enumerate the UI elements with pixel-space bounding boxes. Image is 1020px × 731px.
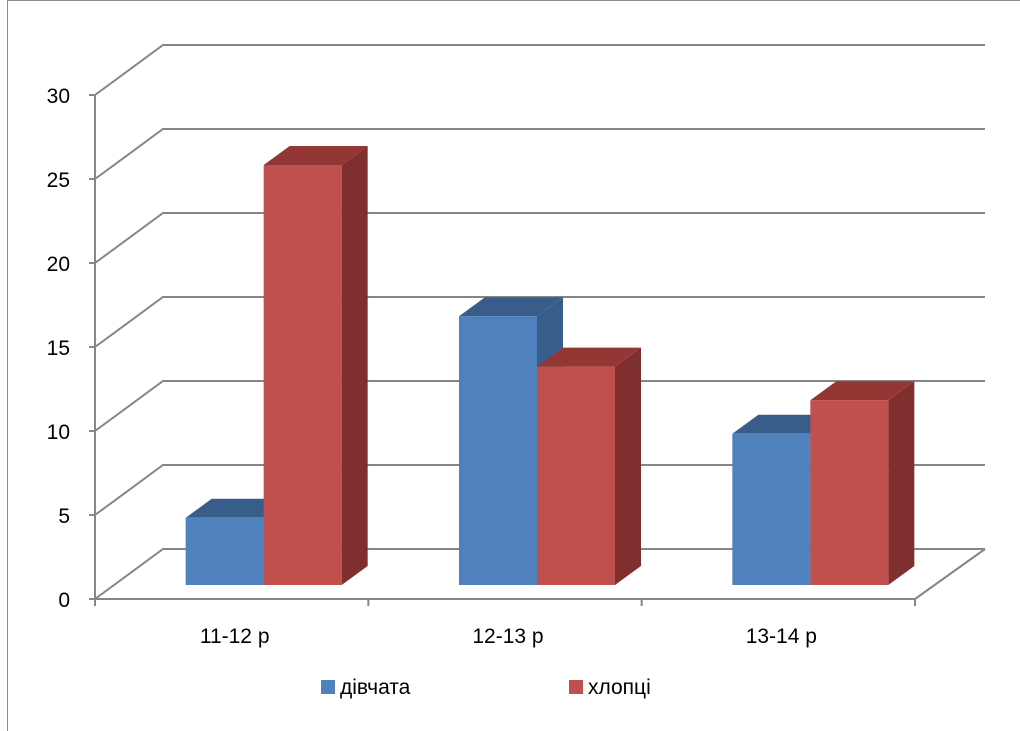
- gridline: [94, 380, 985, 432]
- bar-side: [888, 381, 915, 585]
- chart-frame: [7, 0, 1020, 731]
- gridline: [94, 296, 985, 348]
- y-tick-label: 10: [47, 421, 70, 444]
- gridline: [94, 548, 985, 600]
- bar-side: [341, 146, 368, 585]
- legend-swatch: [321, 680, 335, 694]
- legend-swatch: [569, 680, 583, 694]
- gridline: [94, 128, 985, 180]
- bar: [185, 517, 264, 585]
- y-tick-labels: 0 5 10 15 20 25 30: [47, 85, 70, 612]
- y-tick-label: 15: [47, 337, 70, 360]
- x-tick-labels: 11-12 р 12-13 р 13-14 р: [200, 625, 817, 648]
- x-tick-label: 11-12 р: [200, 625, 270, 648]
- bar: [810, 400, 889, 585]
- y-tick-label: 20: [47, 253, 70, 276]
- bar-top: [810, 381, 915, 401]
- axes: [89, 94, 916, 606]
- bar-top: [263, 146, 368, 165]
- legend-label: хлопці: [588, 676, 651, 699]
- bar-top: [537, 347, 641, 367]
- bar: [537, 366, 615, 585]
- y-tick-label: 5: [58, 505, 70, 528]
- bar: [459, 316, 537, 585]
- x-tick-label: 12-13 р: [472, 625, 543, 648]
- y-tick-label: 25: [47, 169, 70, 192]
- gridline: [94, 464, 985, 516]
- gridline: [94, 44, 985, 96]
- bars: [185, 146, 915, 585]
- gridline: [94, 212, 985, 264]
- bar-top: [459, 297, 563, 317]
- bar: [263, 165, 342, 585]
- y-tick-label: 0: [58, 589, 70, 612]
- legend-label: дівчата: [340, 676, 411, 699]
- bar: [732, 433, 811, 585]
- floor-edge: [914, 548, 986, 600]
- x-tick-label: 13-14 р: [746, 625, 817, 648]
- gridlines: [94, 44, 986, 600]
- legend: дівчата хлопці: [321, 676, 651, 699]
- y-tick-label: 30: [47, 85, 70, 108]
- bar-side: [615, 347, 641, 585]
